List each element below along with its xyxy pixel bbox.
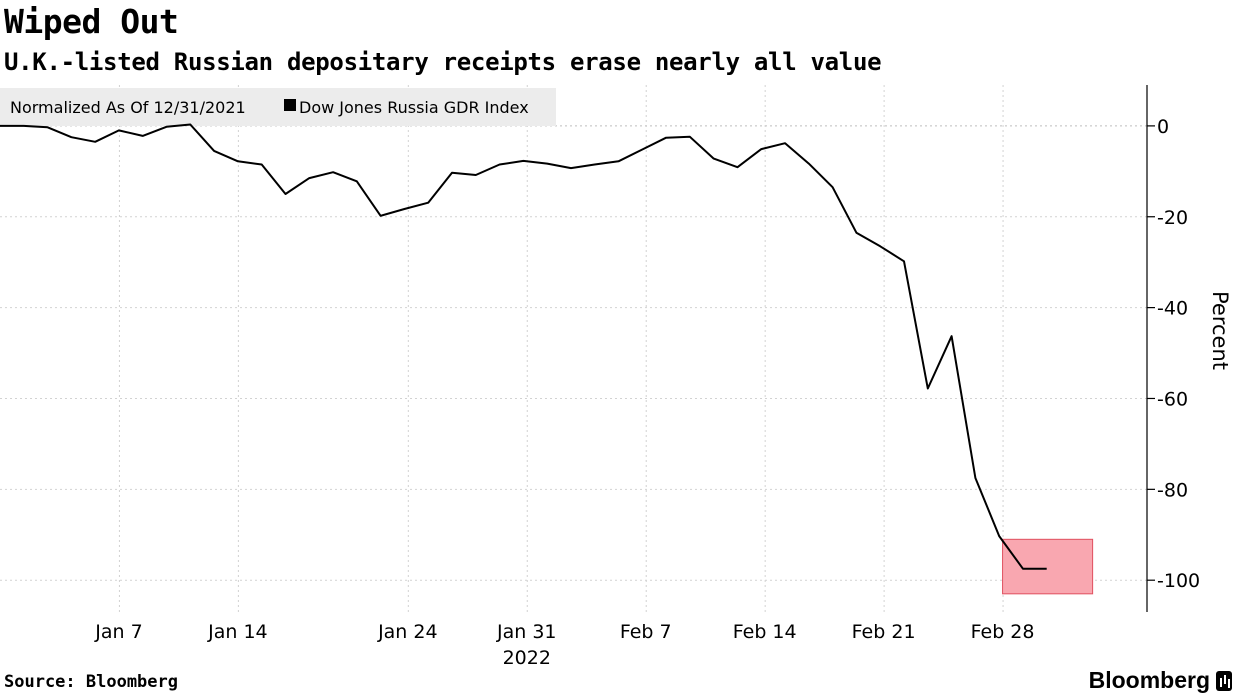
brand-logo: Bloomberg bbox=[1089, 667, 1232, 694]
x-tick-label: Jan 31 bbox=[496, 621, 557, 643]
line-chart: 0 -20 -40 -60 -80 -100 Jan 7 Jan 14 Jan 24 Jan 31… bbox=[0, 0, 1240, 665]
y-tick-label: -100 bbox=[1157, 570, 1200, 592]
y-tick-label: -40 bbox=[1157, 298, 1188, 320]
y-tick-label: -80 bbox=[1157, 479, 1188, 501]
brand-name: Bloomberg bbox=[1089, 667, 1210, 694]
x-tick-label: Feb 7 bbox=[620, 621, 672, 643]
y-tick-label: -20 bbox=[1157, 207, 1188, 229]
y-tick-label: 0 bbox=[1157, 116, 1169, 138]
y-axis-title: Percent bbox=[1208, 291, 1232, 370]
source-note: Source: Bloomberg bbox=[4, 672, 178, 692]
y-tick-label: -60 bbox=[1157, 388, 1188, 410]
series-line bbox=[0, 125, 1047, 569]
x-tick-label: Feb 14 bbox=[733, 621, 797, 643]
legend-swatch bbox=[284, 99, 296, 111]
x-axis-year-label: 2022 bbox=[503, 647, 551, 665]
legend-entry: Dow Jones Russia GDR Index bbox=[299, 98, 529, 117]
x-tick-label: Feb 28 bbox=[971, 621, 1035, 643]
x-tick-label: Jan 7 bbox=[94, 621, 142, 643]
highlight-box bbox=[1003, 539, 1093, 594]
x-tick-label: Jan 14 bbox=[207, 621, 268, 643]
x-tick-label: Feb 21 bbox=[852, 621, 916, 643]
bloomberg-terminal-icon bbox=[1216, 671, 1232, 691]
x-tick-label: Jan 24 bbox=[377, 621, 438, 643]
legend-note: Normalized As Of 12/31/2021 bbox=[10, 98, 246, 117]
